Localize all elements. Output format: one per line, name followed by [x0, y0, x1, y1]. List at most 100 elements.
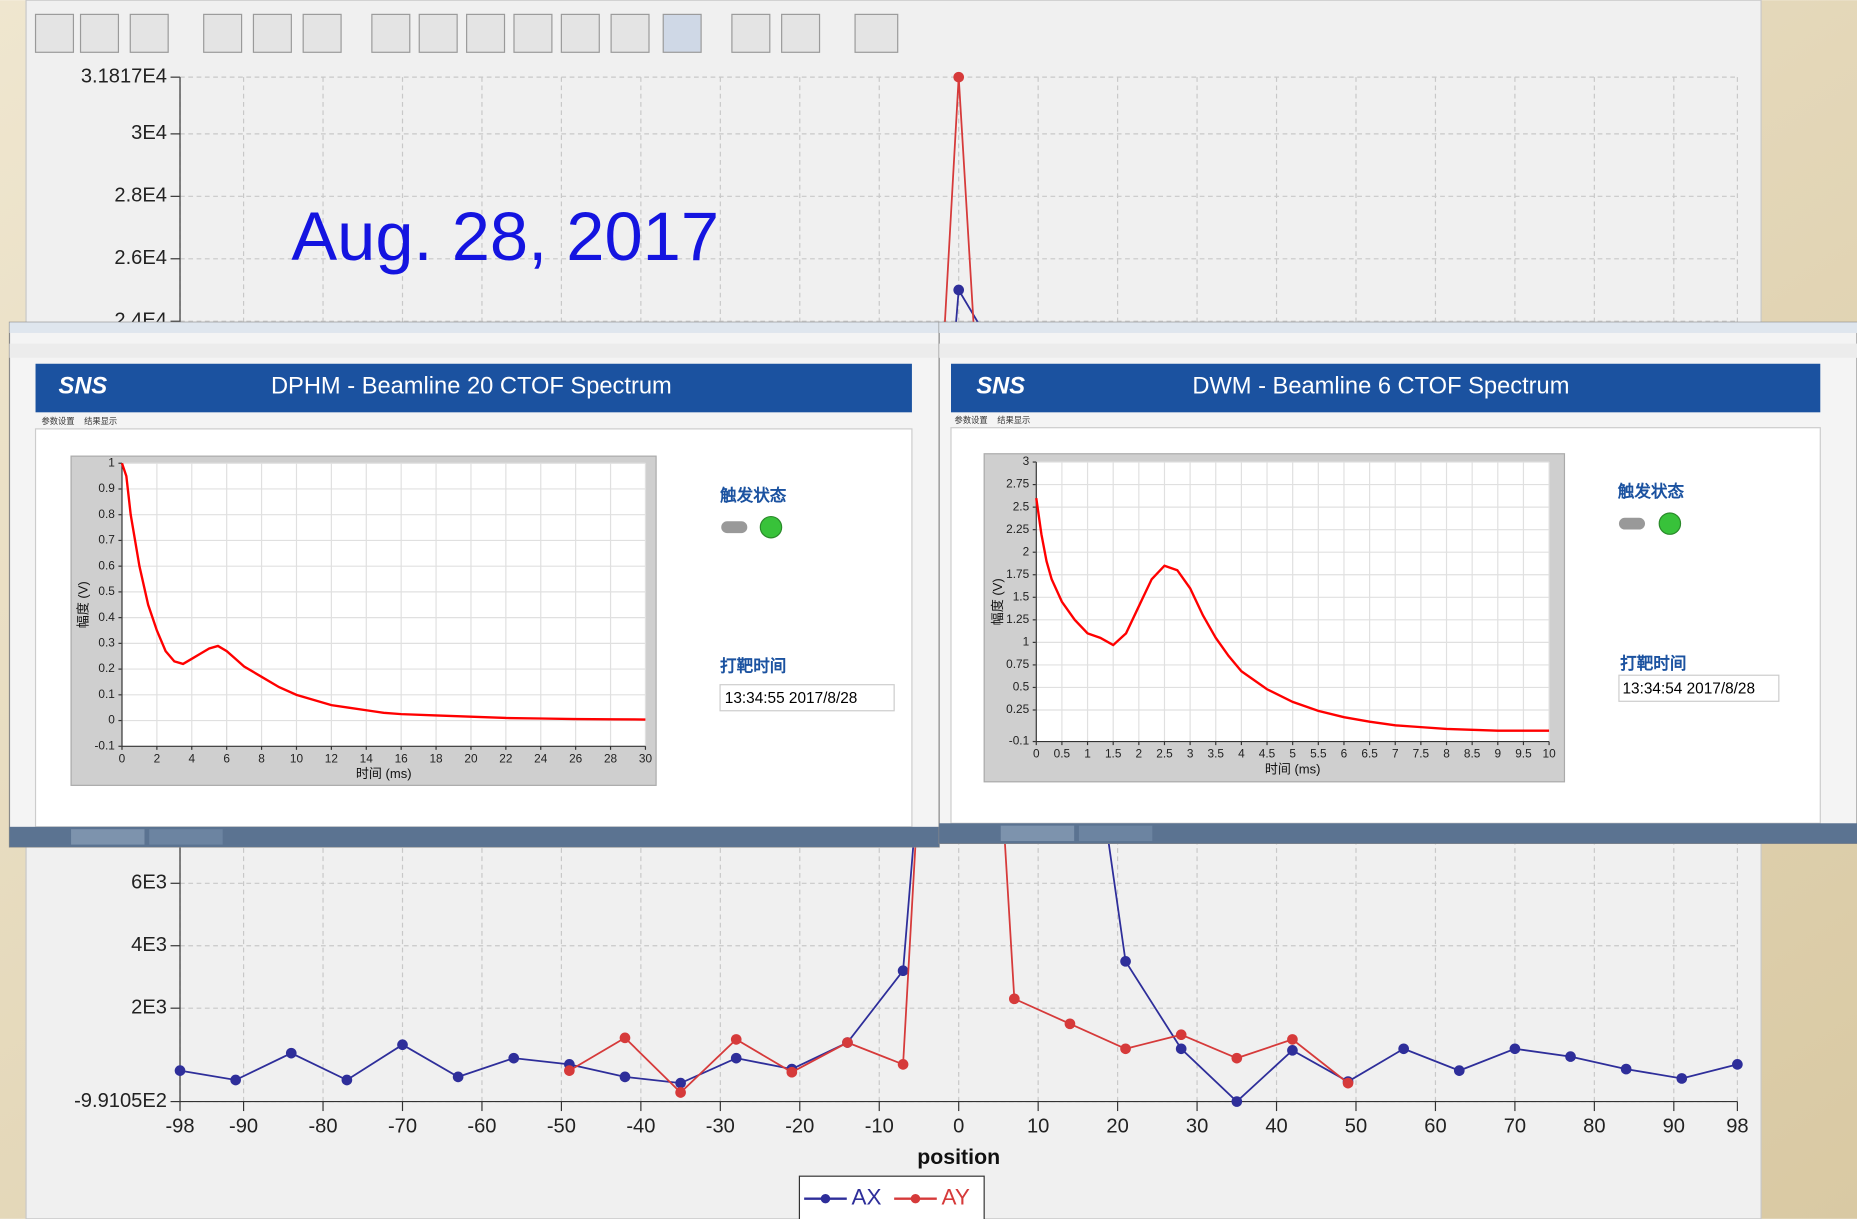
window: SNS DPHM - Beamline 20 CTOF Spectrum 参数设… [9, 322, 939, 847]
tool-button[interactable] [303, 14, 341, 52]
data-point [1454, 1065, 1465, 1076]
y-tick-label: 2.5 [1013, 499, 1030, 513]
x-tick-label: 30 [639, 751, 653, 765]
x-axis-label: 时间 (ms) [1265, 761, 1321, 776]
x-tick-label: 40 [1265, 1115, 1287, 1137]
x-tick-label: 3.5 [1208, 747, 1225, 761]
y-axis-label: 幅度 (V) [990, 578, 1005, 625]
tool-button[interactable] [204, 14, 242, 52]
y-tick-label: 2.75 [1006, 477, 1029, 491]
x-tick-label: 1 [1084, 747, 1091, 761]
tool-button[interactable] [514, 14, 552, 52]
tool-button[interactable] [782, 14, 820, 52]
data-point [286, 1048, 297, 1059]
legend-label: AX [852, 1185, 882, 1210]
y-axis-label: 幅度 (V) [76, 581, 91, 628]
tool-button[interactable] [467, 14, 505, 52]
taskbar-item[interactable] [149, 829, 222, 844]
y-tick-label: 2.6E4 [114, 247, 167, 269]
x-tick-label: 10 [1542, 747, 1556, 761]
data-point [1343, 1078, 1354, 1089]
tab[interactable]: 参数设置 [41, 416, 74, 426]
data-point [620, 1033, 631, 1044]
y-tick-label: 0.5 [1013, 680, 1030, 694]
x-tick-label: 10 [1027, 1115, 1049, 1137]
data-point [397, 1039, 408, 1050]
tab[interactable]: 参数设置 [955, 415, 988, 425]
y-tick-label: 0.75 [1006, 657, 1029, 671]
tool-button[interactable] [372, 14, 410, 52]
tab[interactable]: 结果显示 [997, 415, 1030, 425]
tab[interactable]: 结果显示 [84, 416, 117, 426]
tool-button[interactable] [36, 14, 74, 52]
taskbar-item[interactable] [1001, 826, 1074, 841]
data-point [731, 1053, 742, 1064]
tool-button[interactable] [561, 14, 599, 52]
tool-button[interactable] [732, 14, 770, 52]
y-tick-label: 0.2 [98, 661, 114, 675]
data-point [1231, 1053, 1242, 1064]
y-tick-label: 1.25 [1006, 612, 1029, 626]
x-tick-label: -40 [626, 1115, 655, 1137]
x-tick-label: 4.5 [1259, 747, 1276, 761]
tool-button[interactable] [663, 14, 701, 52]
taskbar-item[interactable] [71, 829, 144, 844]
y-tick-label: 2.8E4 [114, 185, 167, 207]
tool-button[interactable] [130, 14, 168, 52]
x-tick-label: 28 [604, 751, 618, 765]
x-tick-label: 1.5 [1105, 747, 1122, 761]
y-tick-label: 1.5 [1013, 589, 1030, 603]
y-tick-label: 3 [1023, 454, 1030, 468]
x-tick-label: 5 [1289, 747, 1296, 761]
y-tick-label: 0.9 [98, 481, 115, 495]
title-bar [9, 322, 939, 333]
tool-button[interactable] [253, 14, 291, 52]
x-tick-label: 26 [569, 751, 583, 765]
x-tick-label: 0 [953, 1115, 964, 1137]
data-point [1287, 1045, 1298, 1056]
x-tick-label: 0.5 [1054, 747, 1071, 761]
legend-label: AY [942, 1185, 970, 1210]
x-tick-label: 16 [395, 751, 409, 765]
x-tick-label: 8 [1443, 747, 1450, 761]
tool-button[interactable] [419, 14, 457, 52]
plot-area [122, 463, 645, 746]
y-tick-label: 1 [108, 455, 115, 469]
y-tick-label: 0.4 [98, 610, 115, 624]
x-tick-label: 90 [1663, 1115, 1685, 1137]
x-tick-label: 0 [1033, 747, 1040, 761]
x-tick-label: 22 [499, 751, 512, 765]
x-tick-label: 6.5 [1361, 747, 1378, 761]
window-title: DWM - Beamline 6 CTOF Spectrum [1192, 374, 1569, 400]
status-led [760, 517, 781, 538]
tool-button[interactable] [855, 14, 898, 52]
x-tick-label: 2 [154, 751, 161, 765]
y-tick-label: -0.1 [1009, 734, 1029, 748]
legend-marker [911, 1194, 920, 1203]
x-tick-label: 14 [360, 751, 374, 765]
y-tick-label: 2 [1023, 544, 1030, 558]
x-tick-label: 8 [258, 751, 265, 765]
data-point [230, 1075, 241, 1086]
toggle[interactable] [1619, 518, 1645, 530]
toggle[interactable] [721, 521, 747, 533]
y-tick-label: 0.7 [98, 533, 114, 547]
x-tick-label: -90 [229, 1115, 258, 1137]
tool-button[interactable] [611, 14, 649, 52]
x-tick-label: 2.5 [1156, 747, 1173, 761]
data-point [342, 1075, 353, 1086]
x-tick-label: 18 [429, 751, 443, 765]
data-point [620, 1072, 631, 1083]
data-point [675, 1087, 686, 1098]
y-tick-label: 6E3 [131, 872, 167, 894]
taskbar-item[interactable] [1079, 826, 1152, 841]
shot-time-label: 打靶时间 [1620, 653, 1686, 673]
data-point [731, 1034, 742, 1045]
y-tick-label: 3.1817E4 [81, 65, 167, 87]
x-axis-label: 时间 (ms) [356, 766, 412, 781]
data-point [1231, 1096, 1242, 1107]
tool-button[interactable] [81, 14, 119, 52]
data-point [1676, 1073, 1687, 1084]
x-tick-label: 3 [1187, 747, 1194, 761]
trigger-label: 触发状态 [1617, 481, 1685, 501]
